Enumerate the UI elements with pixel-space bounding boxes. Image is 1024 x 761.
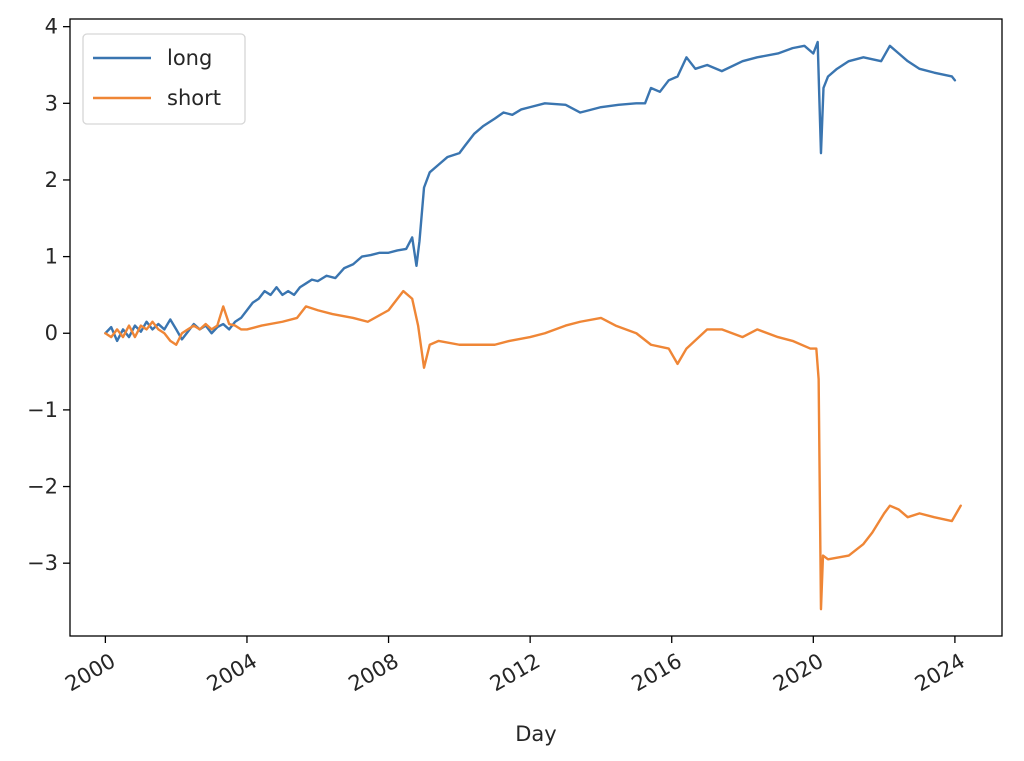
legend-box <box>82 33 246 125</box>
y-tick-label: −1 <box>27 398 58 422</box>
y-tick-label: 1 <box>45 245 58 269</box>
y-tick-label: 4 <box>45 15 58 39</box>
y-tick-label: 0 <box>45 321 58 345</box>
series-layer <box>104 40 962 611</box>
x-axis-label: Day <box>515 722 556 746</box>
y-tick-label: −3 <box>27 551 58 575</box>
legend-label-short: short <box>167 86 221 110</box>
series-line-short <box>104 289 962 611</box>
y-tick-label: −2 <box>27 475 58 499</box>
y-axis: 4 3 2 1 0 −1 −2 −3 <box>27 15 70 575</box>
legend: long short <box>82 33 246 125</box>
y-tick-label: 3 <box>45 91 58 115</box>
y-tick-label: 2 <box>45 168 58 192</box>
legend-label-long: long <box>167 46 212 70</box>
